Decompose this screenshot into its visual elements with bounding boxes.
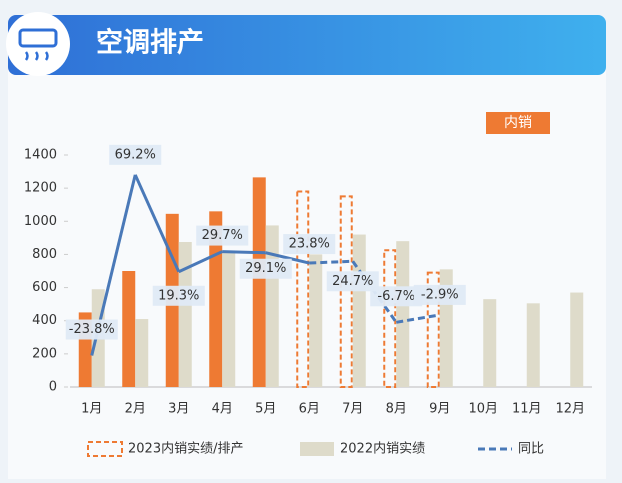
bar [265, 225, 279, 387]
value-label: 24.7% [332, 274, 373, 289]
label-bg [326, 271, 379, 292]
bar [135, 319, 149, 387]
value-label: 69.2% [115, 147, 156, 162]
y-tick-label: 800 [32, 247, 57, 262]
value-label: 29.7% [202, 228, 243, 243]
label-bg [413, 284, 466, 305]
bar [483, 299, 497, 387]
y-tick-label: 400 [32, 313, 57, 328]
bar [339, 195, 353, 388]
line-segment [222, 250, 266, 255]
tag: 内销 [504, 115, 532, 131]
label-bg [239, 258, 292, 279]
line-segment [309, 259, 353, 265]
y-tick-label: 1000 [24, 214, 57, 229]
label-bg [196, 225, 249, 246]
bar [309, 254, 323, 387]
banner [8, 15, 606, 75]
legend-label: 2022内销实绩 [340, 441, 425, 457]
icon-air [24, 51, 49, 61]
bar [570, 292, 584, 387]
icon-bg [6, 12, 70, 76]
x-tick-label: 5月 [255, 402, 276, 417]
icon [18, 28, 58, 48]
x-tick-label: 7月 [342, 402, 363, 417]
x-tick-label: 4月 [212, 402, 233, 417]
line-segment [395, 313, 441, 324]
label-bg [370, 286, 423, 307]
y-tick-label: 1200 [24, 181, 57, 196]
y-tick-label: 1400 [24, 148, 57, 163]
title: 空调排产 [96, 27, 204, 59]
line-segment [178, 250, 223, 274]
y-tick-label: 0 [49, 380, 57, 395]
bar [426, 271, 440, 388]
bar [383, 249, 397, 388]
x-tick-label: 10月 [468, 402, 498, 417]
legend-swatch [87, 441, 123, 457]
x-tick-label: 6月 [299, 402, 320, 417]
bar [396, 241, 410, 387]
label-bg [283, 234, 336, 255]
y-tick-label: 200 [32, 346, 57, 361]
y-tick-label: 600 [32, 280, 57, 295]
line-segment [265, 251, 310, 265]
bar [296, 190, 310, 388]
legend-label: 2023内销实绩/排产 [128, 441, 243, 457]
bar [122, 271, 136, 387]
bar [222, 252, 236, 387]
value-label: -23.8% [69, 322, 115, 337]
x-tick-label: 11月 [512, 402, 542, 417]
value-label: -6.7% [377, 289, 415, 304]
bar [252, 177, 266, 387]
label-bg [65, 319, 118, 340]
label-bg [109, 144, 162, 165]
x-tick-label: 2月 [125, 402, 146, 417]
label-bg [152, 285, 205, 306]
bar [178, 242, 192, 387]
x-tick-label: 12月 [555, 402, 585, 417]
x-tick-label: 1月 [81, 402, 102, 417]
x-tick-label: 8月 [386, 402, 407, 417]
line-segment [133, 174, 181, 273]
plot: 0 200 400 600 800 1000 1200 1400 1月 2月 3月 4月 5月 6月 7月 8… [24, 144, 592, 457]
bar [352, 234, 366, 387]
value-label: -2.9% [421, 287, 459, 302]
legend-label: 同比 [518, 442, 544, 457]
value-label: 29.1% [245, 261, 286, 276]
value-label: 23.8% [289, 237, 330, 252]
x-tick-label: 3月 [168, 402, 189, 417]
value-label: 19.3% [158, 288, 199, 303]
tag-bg [486, 112, 550, 134]
bar [526, 303, 540, 387]
x-tick-label: 9月 [429, 402, 450, 417]
legend-swatch [300, 442, 334, 456]
